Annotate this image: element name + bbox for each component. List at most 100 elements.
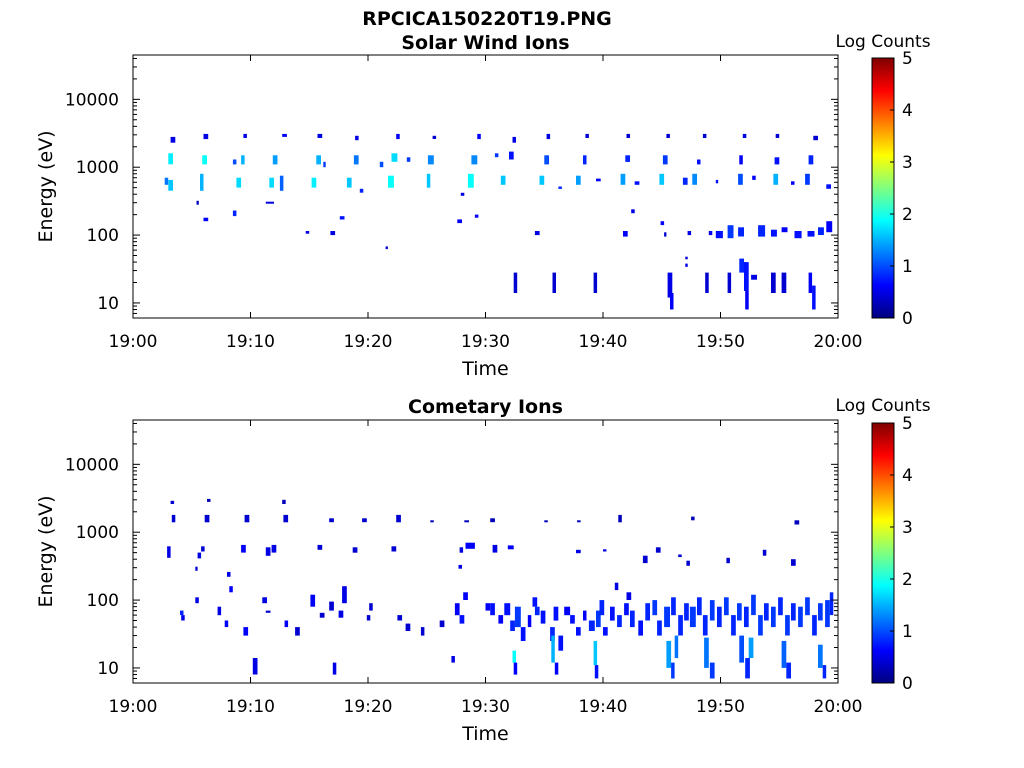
x-tick-label: 19:20 bbox=[344, 332, 393, 352]
heatmap-cell bbox=[666, 640, 672, 668]
heatmap-cell bbox=[751, 594, 756, 616]
heatmap-cell bbox=[284, 620, 289, 628]
heatmap-cell bbox=[544, 155, 549, 165]
heatmap-cell bbox=[583, 155, 587, 165]
heatmap-cell bbox=[311, 177, 317, 188]
heatmap-cell bbox=[164, 177, 169, 185]
heatmap-cell bbox=[451, 656, 455, 663]
heatmap-cell bbox=[744, 262, 749, 291]
x-tick-label: 20:00 bbox=[814, 332, 863, 352]
heatmap-cell bbox=[751, 274, 757, 280]
x-tick-label: 19:40 bbox=[579, 697, 628, 717]
heatmap-cell bbox=[818, 227, 824, 235]
heatmap-cell bbox=[295, 627, 300, 636]
colorbar-tick-label: 2 bbox=[902, 570, 913, 590]
heatmap-cell bbox=[512, 650, 516, 663]
heatmap-cell bbox=[224, 620, 229, 628]
y-tick-label: 1000 bbox=[76, 523, 119, 543]
heatmap-cell bbox=[781, 272, 787, 293]
heatmap-cell bbox=[355, 135, 359, 141]
heatmap-cell bbox=[319, 612, 325, 618]
heatmap-cell bbox=[674, 635, 679, 659]
heatmap-cell bbox=[771, 272, 776, 293]
heatmap-cell bbox=[758, 225, 766, 237]
heatmap-cell bbox=[353, 155, 359, 165]
heatmap-cell bbox=[265, 610, 271, 613]
heatmap-cell bbox=[546, 133, 551, 140]
heatmap-cell bbox=[554, 662, 559, 675]
x-tick-label: 19:00 bbox=[109, 697, 158, 717]
heatmap-cell bbox=[825, 600, 830, 628]
heatmap-cell bbox=[391, 153, 398, 162]
heatmap-cell bbox=[430, 520, 434, 523]
heatmap-cell bbox=[272, 155, 278, 165]
heatmap-cell bbox=[813, 135, 818, 141]
heatmap-cell bbox=[244, 514, 250, 523]
heatmap-cell bbox=[352, 547, 358, 553]
heatmap-cell bbox=[420, 627, 425, 636]
colorbar-tick-label: 0 bbox=[902, 674, 913, 694]
heatmap-cell bbox=[666, 133, 670, 138]
heatmap-cell bbox=[659, 173, 665, 185]
y-tick-label: 10 bbox=[97, 294, 119, 314]
heatmap-cell bbox=[317, 133, 323, 138]
heatmap-cell bbox=[678, 615, 683, 636]
heatmap-cell bbox=[207, 498, 211, 502]
heatmap-cell bbox=[282, 133, 287, 137]
heatmap-cell bbox=[558, 635, 564, 651]
heatmap-cell bbox=[785, 615, 790, 636]
x-axis-label: Time bbox=[461, 358, 509, 380]
heatmap-cell bbox=[812, 615, 817, 636]
heatmap-cell bbox=[330, 231, 336, 236]
heatmap-cell bbox=[494, 153, 499, 158]
heatmap-cell bbox=[181, 615, 185, 621]
heatmap-cell bbox=[620, 173, 626, 185]
heatmap-cell bbox=[739, 635, 744, 663]
y-tick-label: 1000 bbox=[76, 158, 119, 178]
heatmap-cell bbox=[603, 549, 607, 552]
heatmap-cell bbox=[544, 520, 548, 523]
heatmap-cell bbox=[652, 600, 658, 616]
heatmap-cell bbox=[660, 221, 665, 226]
heatmap-cell bbox=[791, 603, 796, 621]
heatmap-cell bbox=[310, 594, 316, 607]
x-tick-label: 19:30 bbox=[461, 332, 510, 352]
heatmap-cell bbox=[808, 155, 814, 165]
heatmap-cell bbox=[794, 231, 802, 239]
heatmap-cell bbox=[512, 136, 516, 143]
heatmap-cell bbox=[786, 662, 791, 679]
heatmap-cell bbox=[808, 272, 813, 293]
heatmap-cell bbox=[339, 216, 345, 220]
heatmap-cell bbox=[775, 133, 780, 138]
heatmap-cell bbox=[168, 153, 173, 165]
heatmap-cell bbox=[778, 597, 783, 616]
x-tick-label: 19:00 bbox=[109, 332, 158, 352]
heatmap-cell bbox=[243, 133, 247, 138]
heatmap-cell bbox=[697, 597, 702, 616]
heatmap-cell bbox=[405, 623, 411, 631]
heatmap-cell bbox=[686, 560, 690, 566]
heatmap-cell bbox=[630, 610, 635, 628]
heatmap-cell bbox=[599, 600, 605, 616]
colorbar-tick-label: 4 bbox=[902, 466, 913, 486]
heatmap-cell bbox=[748, 637, 754, 658]
heatmap-cell bbox=[467, 173, 474, 188]
heatmap-cell bbox=[576, 627, 581, 636]
x-tick-label: 19:40 bbox=[579, 332, 628, 352]
heatmap-cell bbox=[457, 219, 462, 224]
heatmap-cell bbox=[739, 258, 744, 273]
heatmap-cell bbox=[200, 173, 204, 191]
x-tick-label: 19:10 bbox=[226, 697, 275, 717]
heatmap-cell bbox=[727, 272, 732, 293]
heatmap-cell bbox=[684, 603, 689, 621]
heatmap-cell bbox=[727, 225, 734, 239]
heatmap-cell bbox=[826, 184, 831, 189]
heatmap-cell bbox=[513, 272, 518, 293]
heatmap-cell bbox=[826, 221, 833, 233]
heatmap-cell bbox=[426, 173, 431, 188]
heatmap-cell bbox=[774, 157, 780, 165]
heatmap-cell bbox=[338, 610, 344, 618]
heatmap-cell bbox=[432, 135, 437, 139]
heatmap-cell bbox=[316, 155, 321, 165]
heatmap-cell bbox=[818, 603, 823, 621]
